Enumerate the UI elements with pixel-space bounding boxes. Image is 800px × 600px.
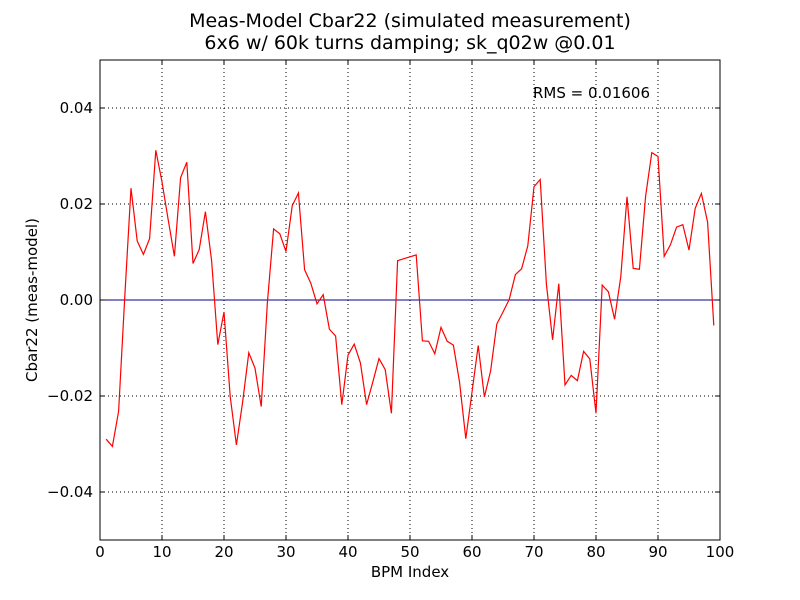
x-tick-label: 70 bbox=[524, 543, 543, 561]
y-tick-label: 0.04 bbox=[60, 99, 93, 117]
x-tick-label: 100 bbox=[706, 543, 735, 561]
x-tick-label: 30 bbox=[276, 543, 295, 561]
y-tick-label: 0.00 bbox=[60, 291, 93, 309]
x-tick-label: 80 bbox=[586, 543, 605, 561]
series-group bbox=[105, 150, 715, 448]
y-axis-label: Cbar22 (meas-model) bbox=[23, 218, 41, 382]
x-tick-label: 20 bbox=[214, 543, 233, 561]
y-tick-label: −0.02 bbox=[47, 387, 93, 405]
x-axis-label: BPM Index bbox=[371, 563, 449, 581]
x-tick-label: 50 bbox=[400, 543, 419, 561]
x-tick-label: 40 bbox=[338, 543, 357, 561]
x-tick-label: 60 bbox=[462, 543, 481, 561]
chart-subtitle: 6x6 w/ 60k turns damping; sk_q02w @0.01 bbox=[204, 32, 615, 54]
chart-title: Meas-Model Cbar22 (simulated measurement… bbox=[189, 10, 631, 32]
series-line bbox=[105, 150, 715, 448]
rms-annotation: RMS = 0.01606 bbox=[533, 84, 650, 102]
y-tick-label: 0.02 bbox=[60, 195, 93, 213]
x-tick-label: 10 bbox=[152, 543, 171, 561]
tick-labels: 0 10 20 30 40 50 60 70 80 90 100 −0.04 −0.02 0.00 0.02… bbox=[47, 99, 734, 561]
x-tick-label: 90 bbox=[648, 543, 667, 561]
x-tick-label: 0 bbox=[95, 543, 105, 561]
y-tick-label: −0.04 bbox=[47, 483, 93, 501]
ticks bbox=[99, 60, 721, 540]
